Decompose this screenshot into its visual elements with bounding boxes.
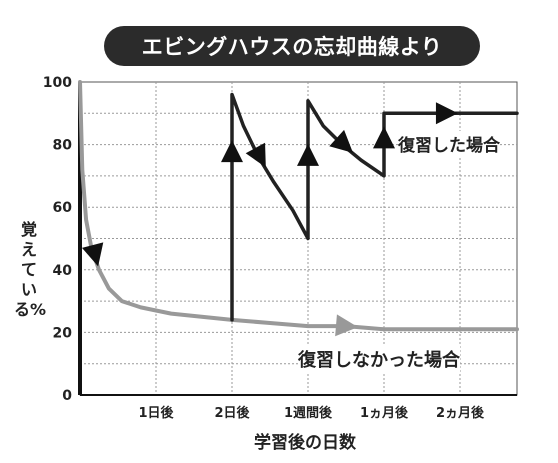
no-review-flat-arrow <box>335 314 358 337</box>
y-tick-label: 80 <box>53 138 73 154</box>
y-tick-label: 60 <box>53 200 73 216</box>
review-decay-arrow-2 <box>329 129 353 153</box>
x-tick-label: 1日後 <box>138 405 174 421</box>
review-decay-arrow-1 <box>245 142 266 168</box>
x-axis-label: 学習後の日数 <box>254 433 356 453</box>
x-tick-label: 2日後 <box>214 405 250 421</box>
series-no-review-line <box>78 80 519 332</box>
no-review-drop-arrow <box>81 242 104 267</box>
review-rise-arrow-3 <box>373 126 395 149</box>
review-rise-arrow-1 <box>221 140 243 163</box>
y-axis-label: 覚えている% <box>14 220 47 319</box>
not-reviewed-annotation: 復習しなかった場合 <box>298 346 460 372</box>
review-flat-arrow <box>435 102 458 125</box>
y-tick-label: 0 <box>62 388 72 404</box>
chart-title: エビングハウスの忘却曲線より <box>141 35 443 59</box>
x-tick-label: 1週間後 <box>284 405 333 421</box>
y-tick-label: 20 <box>53 325 73 341</box>
y-tick-label: 100 <box>43 75 72 91</box>
series-review-line <box>230 92 519 322</box>
x-tick-label: 2ヵ月後 <box>436 405 485 421</box>
review-rise-arrow-2 <box>297 143 319 166</box>
x-tick-label: 1ヵ月後 <box>360 405 409 421</box>
title-banner: エビングハウスの忘却曲線より <box>104 26 480 66</box>
y-tick-label: 40 <box>53 263 73 279</box>
reviewed-annotation: 復習した場合 <box>398 131 500 156</box>
